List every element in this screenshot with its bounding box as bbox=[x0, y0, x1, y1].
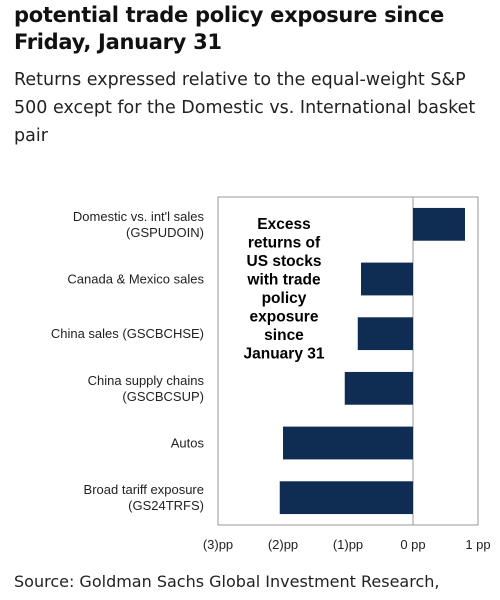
category-label: China sales (GSCBCHSE) bbox=[51, 326, 204, 341]
bar-4 bbox=[344, 371, 413, 405]
annotation-line: returns of bbox=[248, 235, 321, 252]
x-tick-label: 0 pp bbox=[400, 537, 425, 552]
annotation-line: since bbox=[264, 327, 304, 344]
category-label: (GSCBCSUP) bbox=[122, 389, 204, 404]
x-tick-label: (2)pp bbox=[268, 537, 298, 552]
x-tick-label: (3)pp bbox=[203, 537, 233, 552]
category-label: China supply chains bbox=[88, 373, 205, 388]
category-label: Autos bbox=[171, 436, 205, 451]
bar-1 bbox=[413, 207, 465, 241]
category-label: (GS24TRFS) bbox=[128, 498, 204, 513]
x-tick-label: (1)pp bbox=[333, 537, 363, 552]
annotation-line: policy bbox=[262, 290, 307, 307]
annotation-line: Excess bbox=[257, 216, 310, 233]
annotation-line: exposure bbox=[250, 309, 319, 326]
annotation-line: with trade bbox=[246, 272, 321, 289]
annotation-line: January 31 bbox=[244, 346, 325, 363]
bar-2 bbox=[361, 262, 413, 296]
bar-3 bbox=[357, 317, 413, 351]
category-label: Canada & Mexico sales bbox=[67, 272, 204, 287]
chart-subheading: Returns expressed relative to the equal-… bbox=[14, 70, 476, 146]
category-label: Domestic vs. int'l sales bbox=[73, 209, 205, 224]
plot-frame bbox=[217, 196, 479, 526]
annotation-box bbox=[226, 210, 342, 378]
bar-6 bbox=[279, 481, 413, 515]
source-note: Source: Goldman Sachs Global Investment … bbox=[14, 572, 440, 591]
chart-heading: potential trade policy exposure since Fr… bbox=[14, 3, 444, 54]
x-tick-label: 1 pp bbox=[465, 537, 490, 552]
category-label: Broad tariff exposure bbox=[84, 482, 204, 497]
category-label: (GSPUDOIN) bbox=[126, 225, 204, 240]
annotation-line: US stocks bbox=[247, 253, 322, 270]
bar-5 bbox=[283, 426, 413, 460]
